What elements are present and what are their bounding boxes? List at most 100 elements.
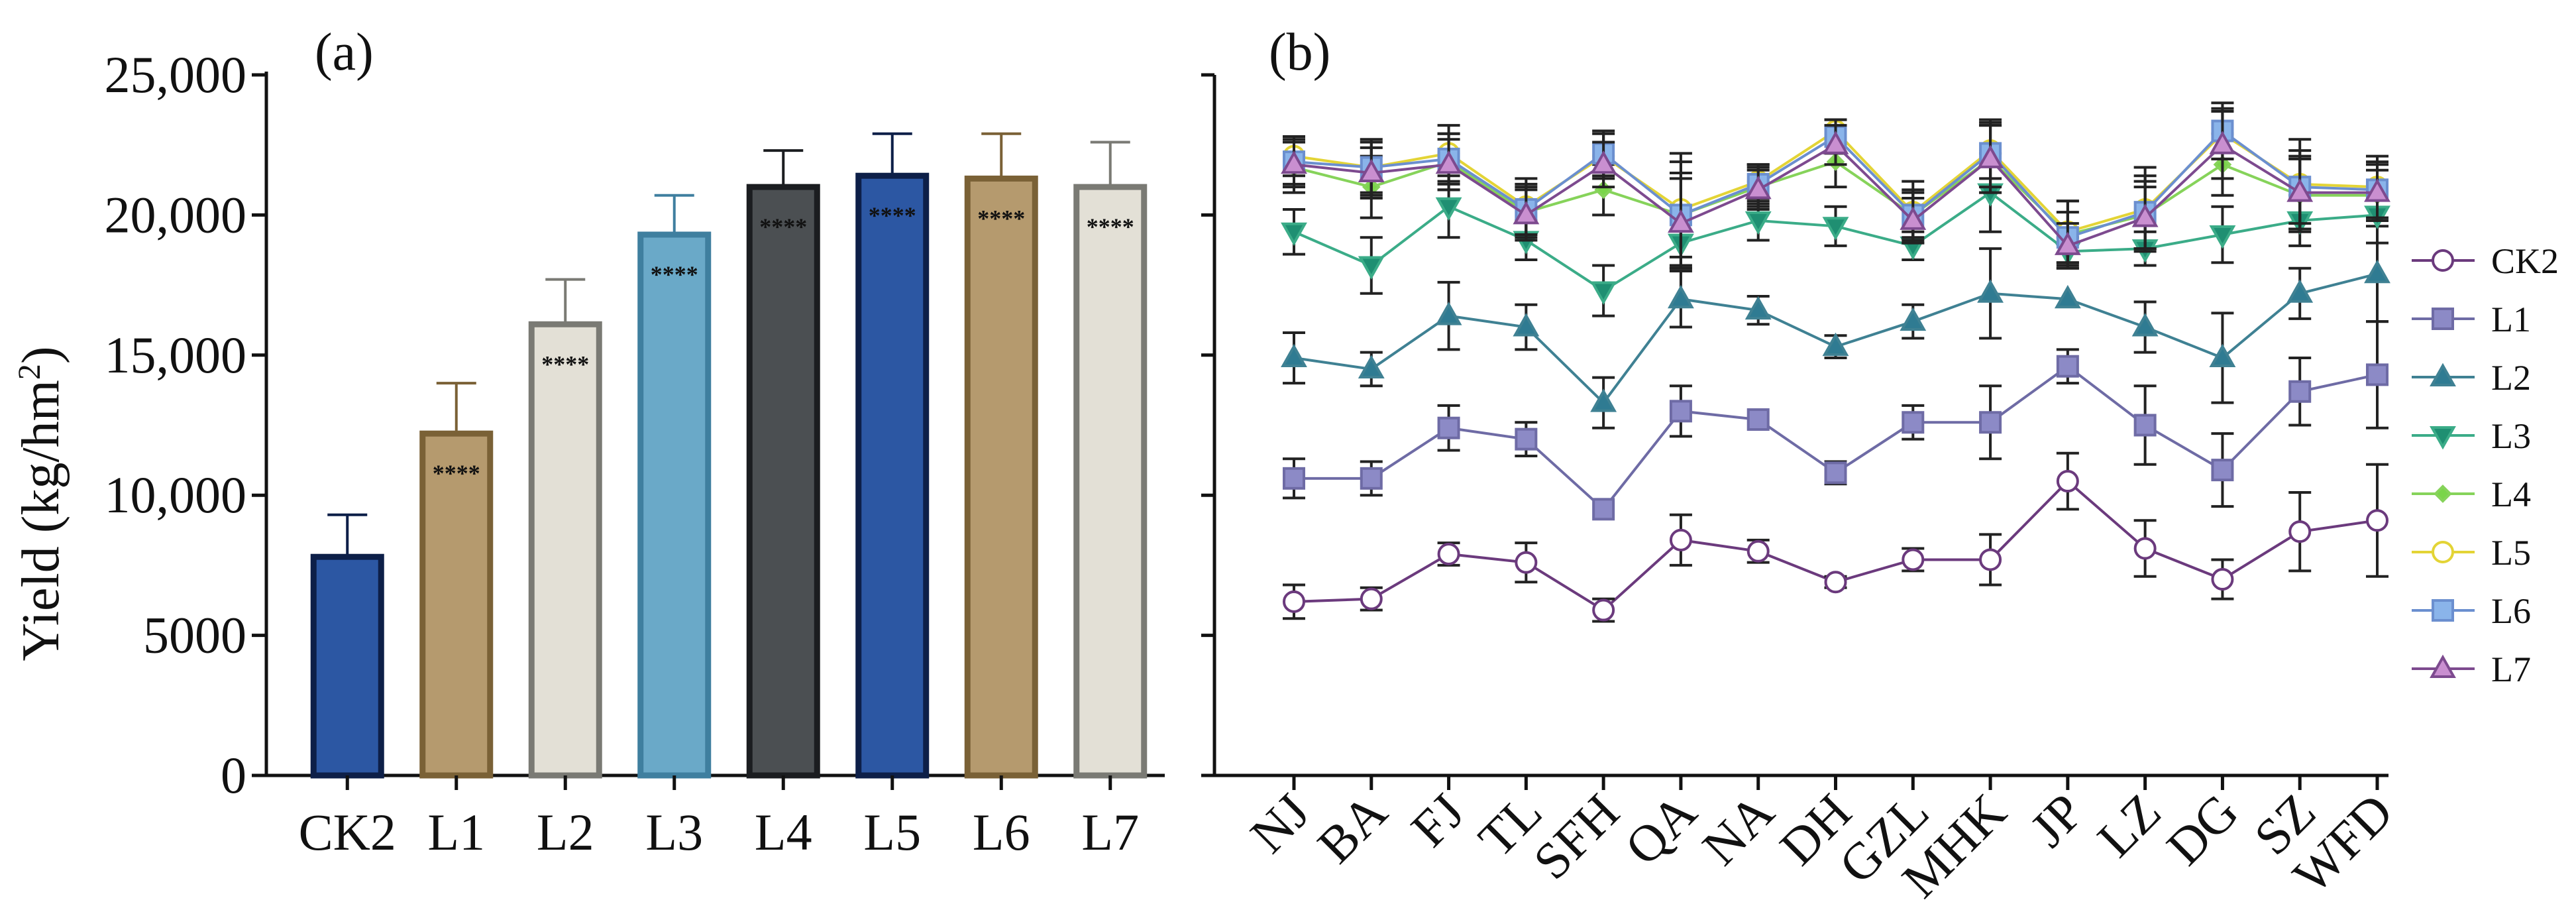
panel-b-axes <box>1201 73 2388 777</box>
point-marker <box>1979 548 2002 571</box>
point-marker <box>2364 259 2390 284</box>
legend-label: L1 <box>2491 300 2531 339</box>
point-marker <box>2288 520 2312 543</box>
x-tick-label: L7 <box>1081 803 1139 861</box>
point-marker <box>2133 537 2157 560</box>
x-tick-label: L5 <box>863 803 921 861</box>
point-marker <box>2211 568 2234 591</box>
point-marker <box>2430 426 2456 450</box>
significance-label: **** <box>759 213 807 240</box>
point-marker <box>2131 203 2159 227</box>
point-marker <box>1744 176 1772 199</box>
point-marker <box>1283 590 1305 613</box>
x-tick-label: SFH <box>1522 783 1630 891</box>
y-tick-label: 25,000 <box>105 46 247 103</box>
point-marker <box>2211 459 2234 482</box>
point-marker <box>2054 284 2081 309</box>
legend-item-L3: L3 <box>2412 416 2531 456</box>
point-marker <box>1590 150 1617 174</box>
bar-rect <box>746 184 820 779</box>
bar-L2: **** <box>528 278 602 779</box>
x-tick-label: NA <box>1691 783 1785 876</box>
point-marker <box>2432 308 2454 330</box>
bar-rect <box>637 231 712 779</box>
legend-item-L5: L5 <box>2412 533 2531 573</box>
point-marker <box>2288 380 2312 403</box>
x-tick-label: CK2 <box>299 803 396 861</box>
point-marker <box>2286 279 2314 303</box>
point-marker <box>1977 144 2004 168</box>
significance-label: **** <box>433 460 480 486</box>
point-marker <box>1977 279 2004 303</box>
svg-text:Yield (kg/hm2): Yield (kg/hm2) <box>12 346 70 661</box>
point-marker <box>1902 411 1925 434</box>
legend-label: L4 <box>2491 475 2531 514</box>
point-marker <box>1669 528 1692 551</box>
point-marker <box>1592 598 1615 622</box>
point-marker <box>1515 427 1538 451</box>
point-marker <box>1746 539 1770 563</box>
x-tick-label: BA <box>1307 783 1398 874</box>
y-axis-title-text: Yield (kg/hm <box>12 380 70 661</box>
legend-item-L4: L4 <box>2412 475 2531 514</box>
panel-a-axes: 0 5000 10,000 15,000 20,000 25,000 <box>105 46 1165 804</box>
point-marker <box>1435 150 1462 174</box>
x-tick-label: JP <box>2019 783 2094 858</box>
x-tick-label: QA <box>1614 783 1707 876</box>
bar-rect <box>964 175 1038 779</box>
point-marker <box>2054 231 2081 255</box>
point-marker <box>2133 414 2157 437</box>
legend-label: L3 <box>2491 416 2531 456</box>
point-marker <box>2131 313 2159 337</box>
point-marker <box>1281 150 1307 174</box>
point-marker <box>2366 363 2388 386</box>
point-marker <box>1590 281 1617 305</box>
legend-item-L2: L2 <box>2412 358 2531 398</box>
point-marker <box>1281 222 1307 247</box>
panel-a-bars: **** **** **** **** **** **** **** <box>310 132 1148 779</box>
point-marker <box>1358 158 1385 182</box>
point-marker <box>2432 541 2454 563</box>
point-marker <box>2364 178 2390 202</box>
point-marker <box>1744 211 1772 235</box>
panel-b-series <box>1281 101 2390 623</box>
y-tick-label: 15,000 <box>105 326 247 384</box>
significance-label: **** <box>869 202 916 229</box>
series-L1 <box>1283 320 2388 521</box>
point-marker <box>2209 343 2236 368</box>
bar-L1: **** <box>419 382 494 779</box>
bar-rect <box>528 321 602 779</box>
point-marker <box>2430 363 2456 386</box>
series-L7 <box>1281 109 2390 270</box>
y-tick-label: 10,000 <box>105 466 247 524</box>
panel-b-label: (b) <box>1269 23 1330 82</box>
point-marker <box>1437 416 1460 439</box>
y-tick-label: 5000 <box>143 606 246 664</box>
x-tick-label: L1 <box>427 803 485 861</box>
panel-a-label: (a) <box>315 23 374 82</box>
y-tick-label: 20,000 <box>105 186 247 243</box>
point-marker <box>1358 256 1385 280</box>
y-tick-label: 0 <box>221 746 246 804</box>
panel-a-x-ticks: CK2 L1 L2 L3 L4 L5 L6 L7 <box>299 775 1139 861</box>
bar-L4: **** <box>746 149 820 779</box>
point-marker <box>1513 313 1540 337</box>
bar-L5: **** <box>855 132 930 779</box>
point-marker <box>1746 408 1770 431</box>
bar-rect <box>1073 184 1148 779</box>
point-marker <box>1668 284 1694 309</box>
x-tick-label: FJ <box>1400 783 1476 858</box>
point-marker <box>2286 178 2314 202</box>
point-marker <box>1900 206 1927 230</box>
point-marker <box>1437 542 1460 565</box>
series-CK2 <box>1283 451 2388 623</box>
significance-label: **** <box>977 205 1025 231</box>
point-marker <box>1822 131 1849 154</box>
panel-b-legend: CK2 L1 L2 L3 L4 L5 L6 L7 <box>2412 241 2559 689</box>
point-marker <box>2430 654 2456 678</box>
bar-L7: **** <box>1073 141 1148 779</box>
point-marker <box>1668 209 1694 233</box>
